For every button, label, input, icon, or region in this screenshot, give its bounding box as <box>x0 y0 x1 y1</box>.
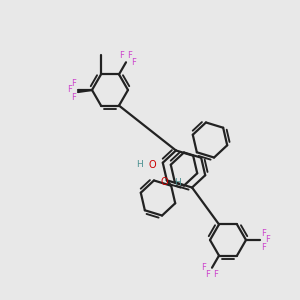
Text: O: O <box>160 178 168 188</box>
Text: F: F <box>262 242 266 251</box>
Text: F: F <box>262 229 266 238</box>
Text: H: H <box>136 160 143 169</box>
Text: F: F <box>119 51 124 60</box>
Text: O: O <box>149 160 157 170</box>
Text: F: F <box>206 270 210 279</box>
Text: F: F <box>128 51 132 60</box>
Text: F: F <box>266 236 270 244</box>
Text: F: F <box>68 85 72 94</box>
Text: H: H <box>174 178 181 187</box>
Text: F: F <box>72 79 76 88</box>
Text: F: F <box>214 270 218 279</box>
Text: F: F <box>132 58 136 67</box>
Text: F: F <box>202 263 206 272</box>
Text: F: F <box>72 92 76 101</box>
